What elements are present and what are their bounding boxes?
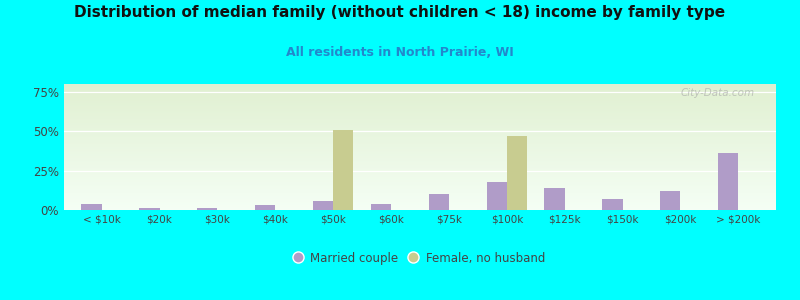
Text: Distribution of median family (without children < 18) income by family type: Distribution of median family (without c… xyxy=(74,4,726,20)
Bar xyxy=(82,205,102,210)
Legend: Married couple, Female, no husband: Married couple, Female, no husband xyxy=(290,247,550,270)
Bar xyxy=(313,200,333,210)
Bar xyxy=(545,188,565,210)
Bar xyxy=(660,191,681,210)
Bar xyxy=(429,194,449,210)
Bar xyxy=(486,182,507,210)
Text: City-Data.com: City-Data.com xyxy=(681,88,754,98)
Bar xyxy=(718,153,738,210)
Bar xyxy=(139,208,159,210)
Text: All residents in North Prairie, WI: All residents in North Prairie, WI xyxy=(286,46,514,59)
Bar xyxy=(370,204,391,210)
Bar xyxy=(507,136,527,210)
Bar xyxy=(197,208,218,210)
Bar xyxy=(333,130,354,210)
Bar xyxy=(255,205,275,210)
Bar xyxy=(602,199,622,210)
